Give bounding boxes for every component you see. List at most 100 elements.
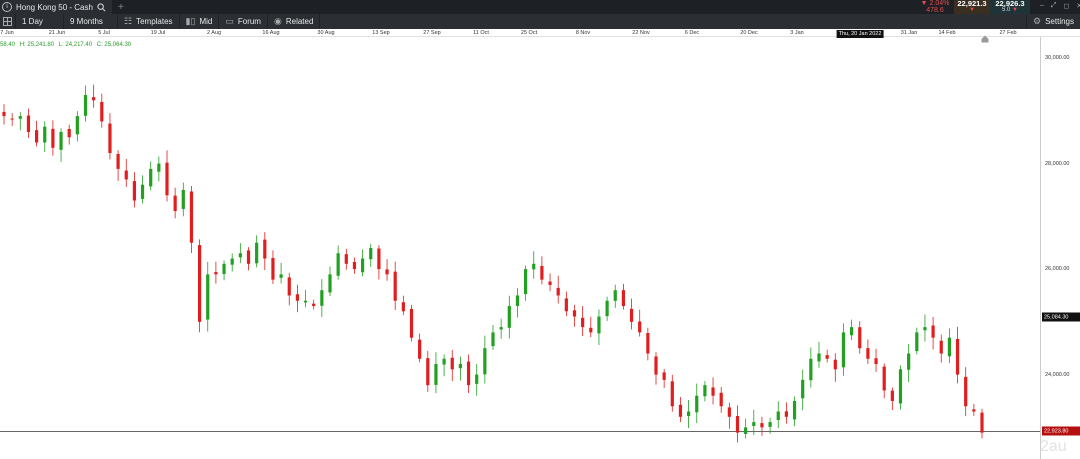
candle-body: [214, 272, 218, 275]
candle-body: [320, 290, 324, 306]
mid-label: Mid: [199, 17, 213, 26]
candle-body: [784, 411, 788, 417]
date-label: 6 Dec: [684, 30, 700, 36]
templates-label: Templates: [136, 17, 173, 26]
candle-body: [483, 348, 487, 375]
candle-body: [735, 416, 740, 433]
candle-body: [59, 131, 63, 150]
date-label: 21 Jun: [48, 30, 66, 36]
related-button[interactable]: ◉ Related: [268, 14, 321, 29]
candle-body: [548, 281, 552, 285]
candle-body: [263, 239, 267, 259]
layout-grid-icon[interactable]: [0, 14, 16, 29]
spread-value: 5.0: [1002, 7, 1011, 13]
candle-body: [605, 300, 609, 317]
candle-body: [939, 340, 943, 354]
candle-body: [418, 339, 422, 359]
candle-body: [752, 422, 756, 427]
date-axis: Thu, 20 Jan 2022 7 Jun 21 Jun 5 Jul 19 Jul 2…: [0, 29, 1080, 38]
candle-body: [654, 356, 658, 375]
candle-body: [238, 253, 242, 258]
info-icon[interactable]: i: [2, 2, 12, 12]
candle-body: [972, 409, 976, 412]
forum-button[interactable]: ▭ Forum: [219, 14, 268, 29]
candle-body: [760, 423, 764, 428]
price-label: 26,000.00: [1045, 266, 1070, 273]
maximize-icon[interactable]: ◻: [1063, 3, 1070, 10]
chart-toolbar: 1 Day 9 Months ☷ Templates ▮▯ Mid ▭ Foru…: [0, 14, 1080, 29]
candle-body: [336, 253, 340, 276]
candle-body: [955, 338, 960, 375]
candle-body: [858, 327, 862, 349]
candle-body: [719, 392, 723, 407]
candle-body: [980, 412, 984, 433]
change-box: ▼ 2.04% 478.6: [916, 0, 954, 14]
date-label: 30 Aug: [317, 30, 335, 36]
buy-arrow: ▼: [1012, 7, 1018, 13]
sell-price-box[interactable]: 22,921.3 ▼: [954, 0, 990, 14]
candle-body: [491, 332, 495, 347]
related-label: Related: [285, 17, 314, 26]
candle-body: [100, 101, 104, 122]
candle-body: [132, 181, 136, 201]
templates-button[interactable]: ☷ Templates: [118, 14, 180, 29]
settings-label: Settings: [1045, 17, 1074, 26]
candle-body: [695, 395, 699, 413]
candle-body: [361, 258, 365, 273]
scroll-handle-icon[interactable]: [981, 35, 989, 43]
candle-body: [466, 361, 471, 386]
price-axis: 25,084.30 22,923.80 30,000.00 28,000.00 26…: [1040, 37, 1080, 459]
settings-button[interactable]: ⚙ Settings: [1026, 14, 1080, 29]
forum-icon: ▭: [225, 16, 234, 26]
candle-body: [556, 287, 560, 296]
candle-body: [898, 369, 903, 404]
search-icon[interactable]: [97, 2, 106, 12]
candle-body: [230, 258, 234, 265]
candle-body: [678, 404, 683, 417]
crosshair-date: Thu, 20 Jan 2022: [836, 30, 884, 38]
buy-price-box[interactable]: 22,926.3 5.0 ▼: [990, 0, 1030, 14]
change-pct: ▼ 2.04%: [920, 0, 950, 7]
candle-body: [83, 95, 88, 116]
candle-body: [35, 130, 39, 143]
instrument-tab[interactable]: i Hong Kong 50 - Cash: [0, 0, 112, 14]
candle-body: [515, 295, 520, 307]
candle-body: [507, 306, 511, 328]
candle-body: [67, 128, 71, 138]
candle-body: [124, 170, 128, 180]
ohlc-close: C: 25,064.30: [96, 42, 132, 48]
candle-body: [621, 290, 625, 307]
popout-icon[interactable]: ⤢: [1050, 2, 1057, 9]
add-tab-button[interactable]: +: [117, 1, 124, 13]
interval-select[interactable]: 1 Day: [16, 14, 64, 29]
minimize-icon[interactable]: –: [1040, 2, 1044, 9]
candle-body: [385, 269, 389, 275]
candle-body: [629, 308, 634, 322]
date-label: 7 Jun: [0, 30, 14, 36]
candle-body: [295, 294, 299, 301]
candle-body: [662, 372, 666, 380]
candle-body: [352, 261, 357, 270]
candle-body: [703, 385, 707, 397]
candle-body: [744, 427, 748, 435]
close-icon[interactable]: ✕: [1076, 3, 1080, 10]
ohlc-high: H: 25,241.80: [19, 42, 55, 48]
templates-icon: ☷: [124, 16, 133, 26]
mid-button[interactable]: ▮▯ Mid: [180, 14, 220, 29]
candle-body: [140, 184, 145, 199]
candle-body: [850, 327, 854, 336]
candle-body: [646, 333, 650, 354]
date-label: 22 Nov: [632, 30, 650, 36]
date-label: 31 Jan: [900, 30, 918, 36]
range-select[interactable]: 9 Months: [64, 14, 118, 29]
candle-body: [43, 126, 47, 143]
candle-body: [92, 97, 96, 101]
candle-body: [947, 337, 951, 357]
candle-body: [638, 321, 642, 333]
candle-body: [475, 374, 479, 384]
candle-body: [18, 116, 22, 119]
candle-body: [426, 358, 430, 386]
candle-body: [727, 407, 731, 417]
price-chart[interactable]: [0, 37, 1040, 459]
date-label: 11 Oct: [473, 30, 489, 36]
